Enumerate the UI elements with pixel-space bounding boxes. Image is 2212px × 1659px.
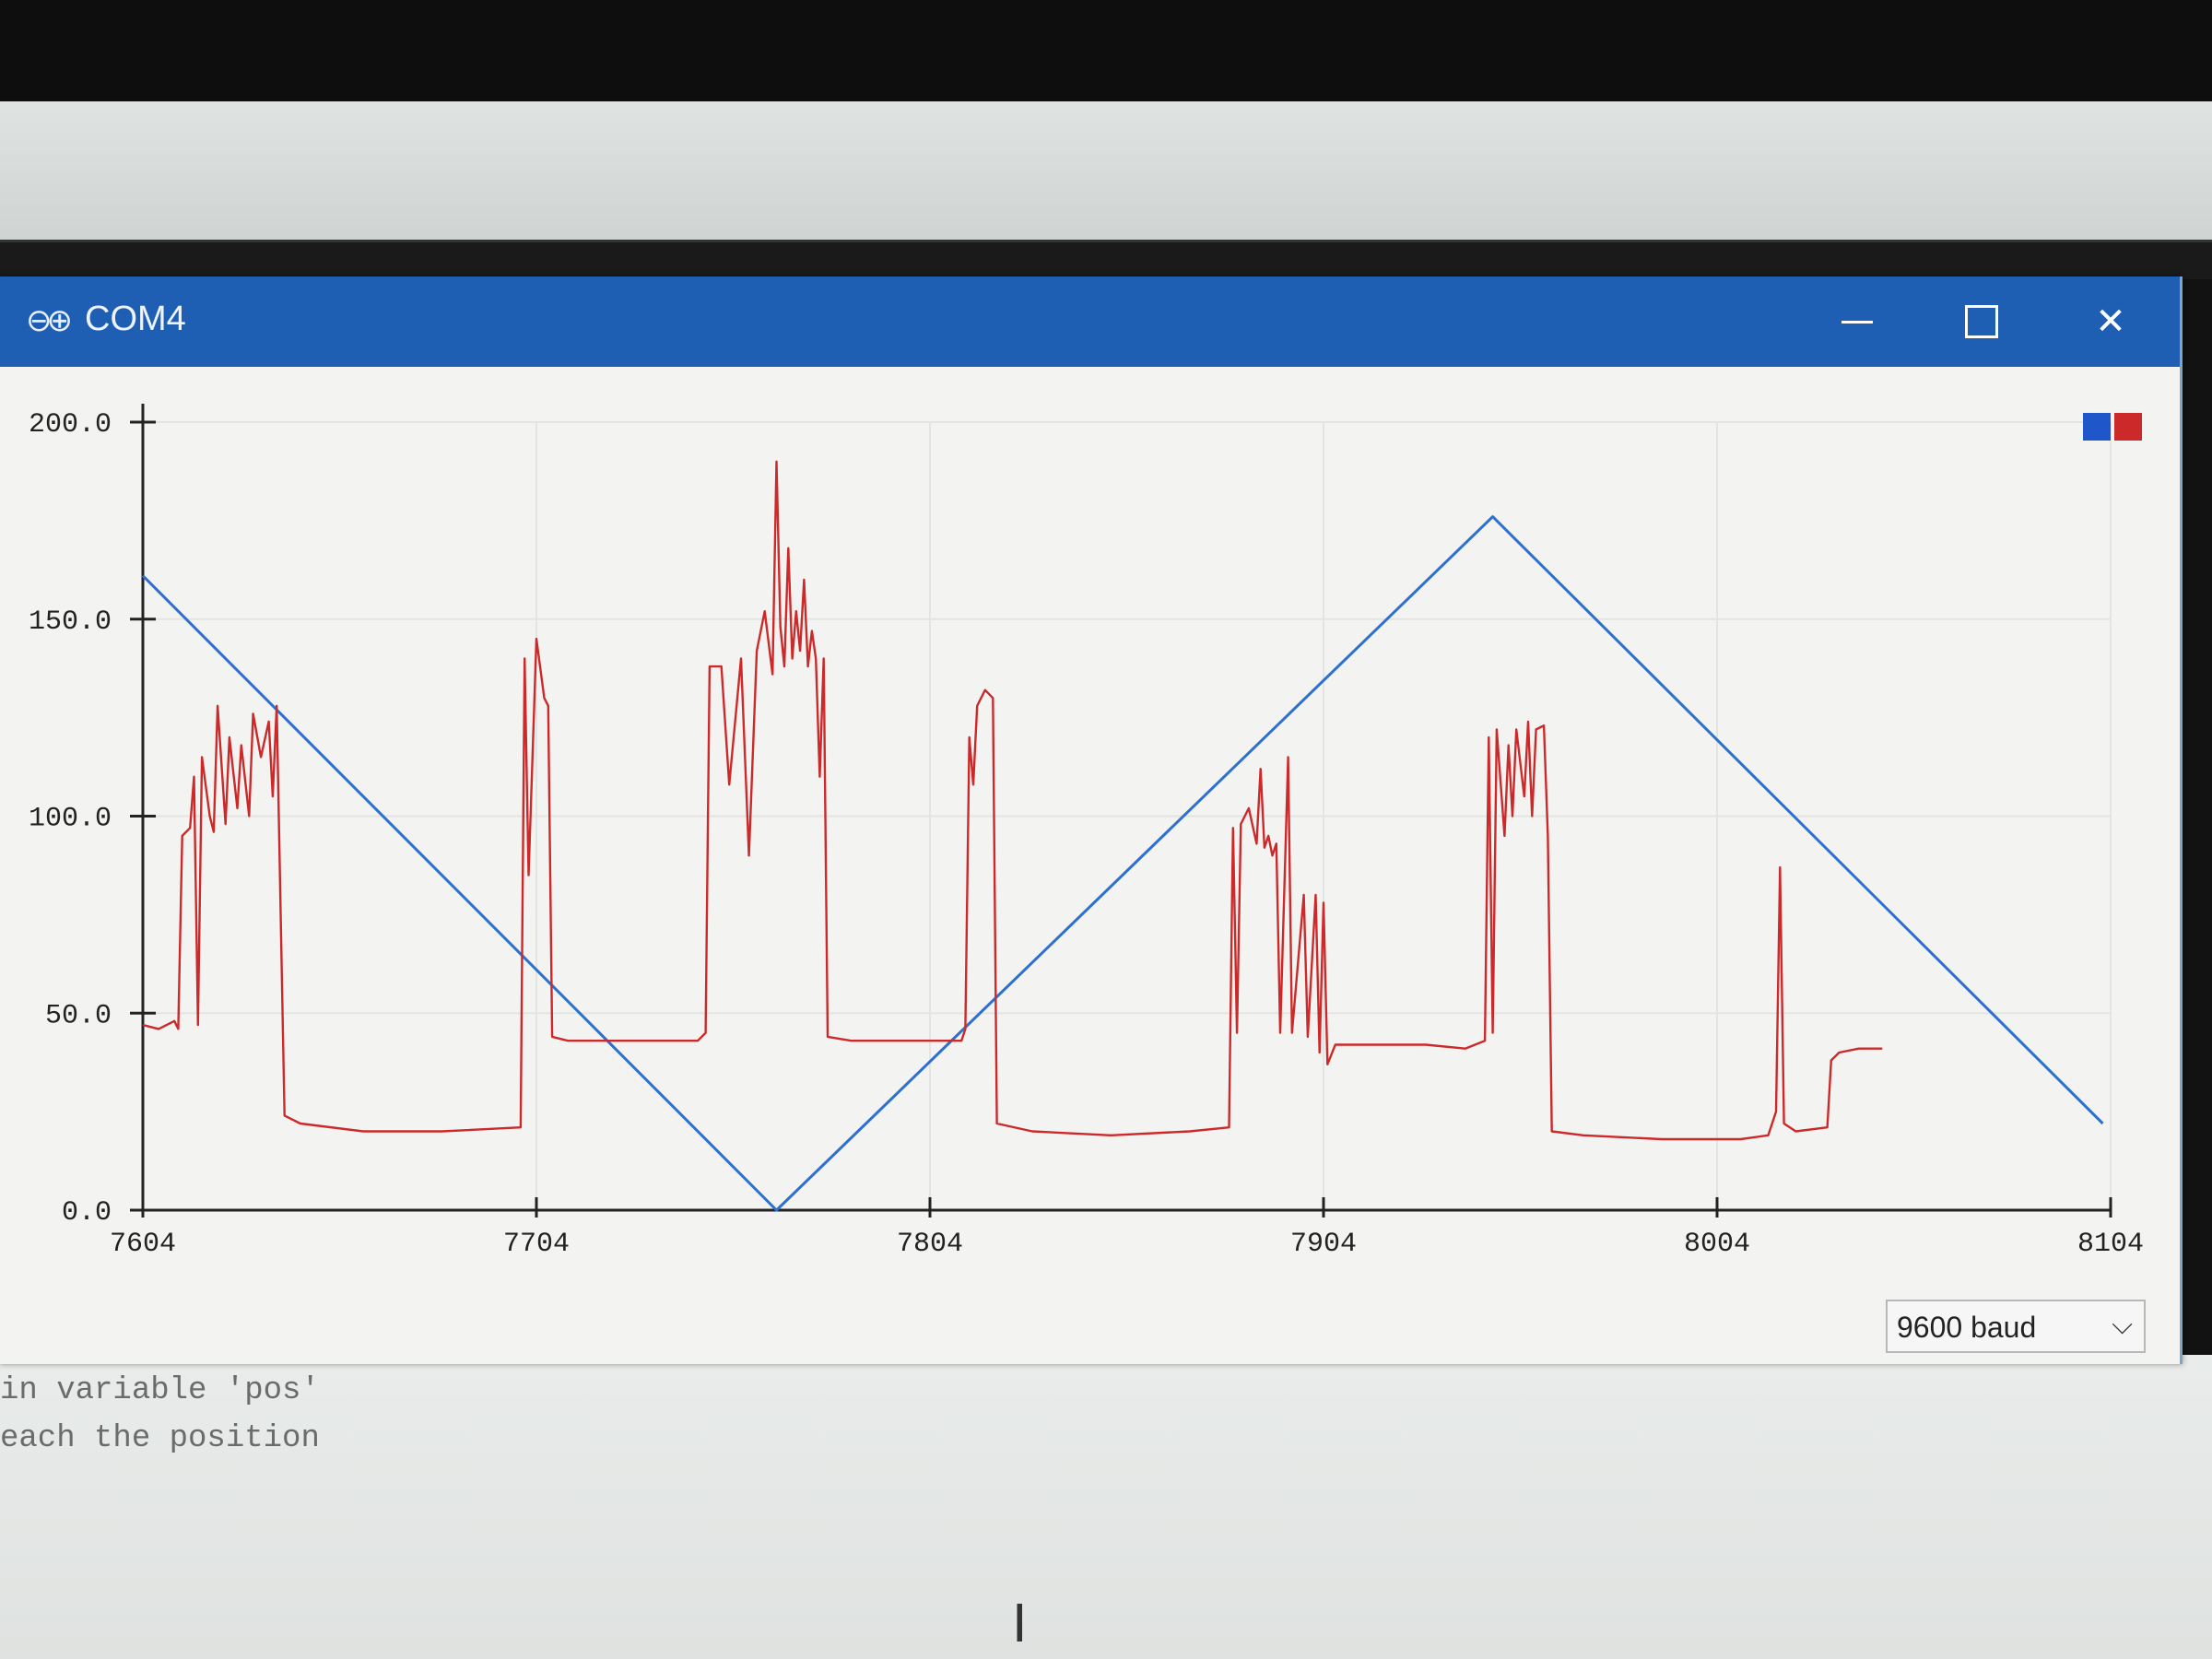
- grid: [142, 421, 2112, 1211]
- y-tick-label: 100.0: [29, 804, 112, 835]
- axes: [141, 404, 2111, 1212]
- arduino-logo-icon: ⊖⊕: [26, 302, 73, 339]
- code-line: each the position: [0, 1421, 320, 1456]
- background-window: [0, 101, 2212, 242]
- y-ticks: 200.0 150.0 100.0 50.0 0.0: [29, 409, 156, 1229]
- text-cursor-icon: I: [1012, 1594, 1028, 1654]
- window-title: COM4: [85, 300, 186, 338]
- minimize-icon: [1841, 320, 1873, 324]
- series-line-red: [142, 460, 1883, 1141]
- series: [141, 460, 2104, 1212]
- monitor-bezel: [0, 0, 2212, 101]
- x-tick-label: 7904: [1290, 1229, 1357, 1260]
- maximize-icon: [1965, 305, 1998, 338]
- x-tick-label: 8004: [1684, 1229, 1750, 1260]
- chevron-down-icon: ⌵: [2112, 1309, 2133, 1341]
- plot-area: 200.0 150.0 100.0 50.0 0.0 7604 7704 7804 7904 8…: [29, 404, 2144, 1260]
- x-tick-label: 7604: [110, 1229, 176, 1260]
- x-tick-label: 7704: [503, 1229, 570, 1260]
- legend: [2083, 413, 2142, 441]
- legend-swatch: [2114, 413, 2142, 441]
- series-line-blue: [141, 515, 2104, 1212]
- x-tick-label: 8104: [2077, 1229, 2144, 1260]
- minimize-button[interactable]: [1797, 276, 1917, 367]
- maximize-button[interactable]: [1922, 276, 2041, 367]
- y-tick-label: 50.0: [45, 1000, 112, 1031]
- y-tick-label: 200.0: [29, 409, 112, 441]
- x-ticks: 7604 7704 7804 7904 8004 8104: [110, 1197, 2144, 1260]
- legend-swatch: [2083, 413, 2111, 441]
- code-line: in variable 'pos': [0, 1373, 320, 1408]
- baud-rate-value: 9600 baud: [1897, 1311, 2037, 1344]
- window-gap: [0, 242, 2212, 279]
- title-bar[interactable]: ⊖⊕ COM4 ✕: [0, 276, 2180, 367]
- y-tick-label: 150.0: [29, 606, 112, 638]
- serial-plotter-window: ⊖⊕ COM4 ✕ 200.0 150.0 100.0 50.0 0.0 7604 770…: [0, 276, 2183, 1364]
- code-editor[interactable]: in variable 'pos' each the position: [0, 1355, 2212, 1659]
- close-icon: ✕: [2095, 300, 2126, 343]
- close-button[interactable]: ✕: [2051, 276, 2171, 367]
- baud-rate-select[interactable]: 9600 baud ⌵: [1886, 1300, 2146, 1353]
- y-tick-label: 0.0: [62, 1197, 112, 1229]
- x-tick-label: 7804: [897, 1229, 963, 1260]
